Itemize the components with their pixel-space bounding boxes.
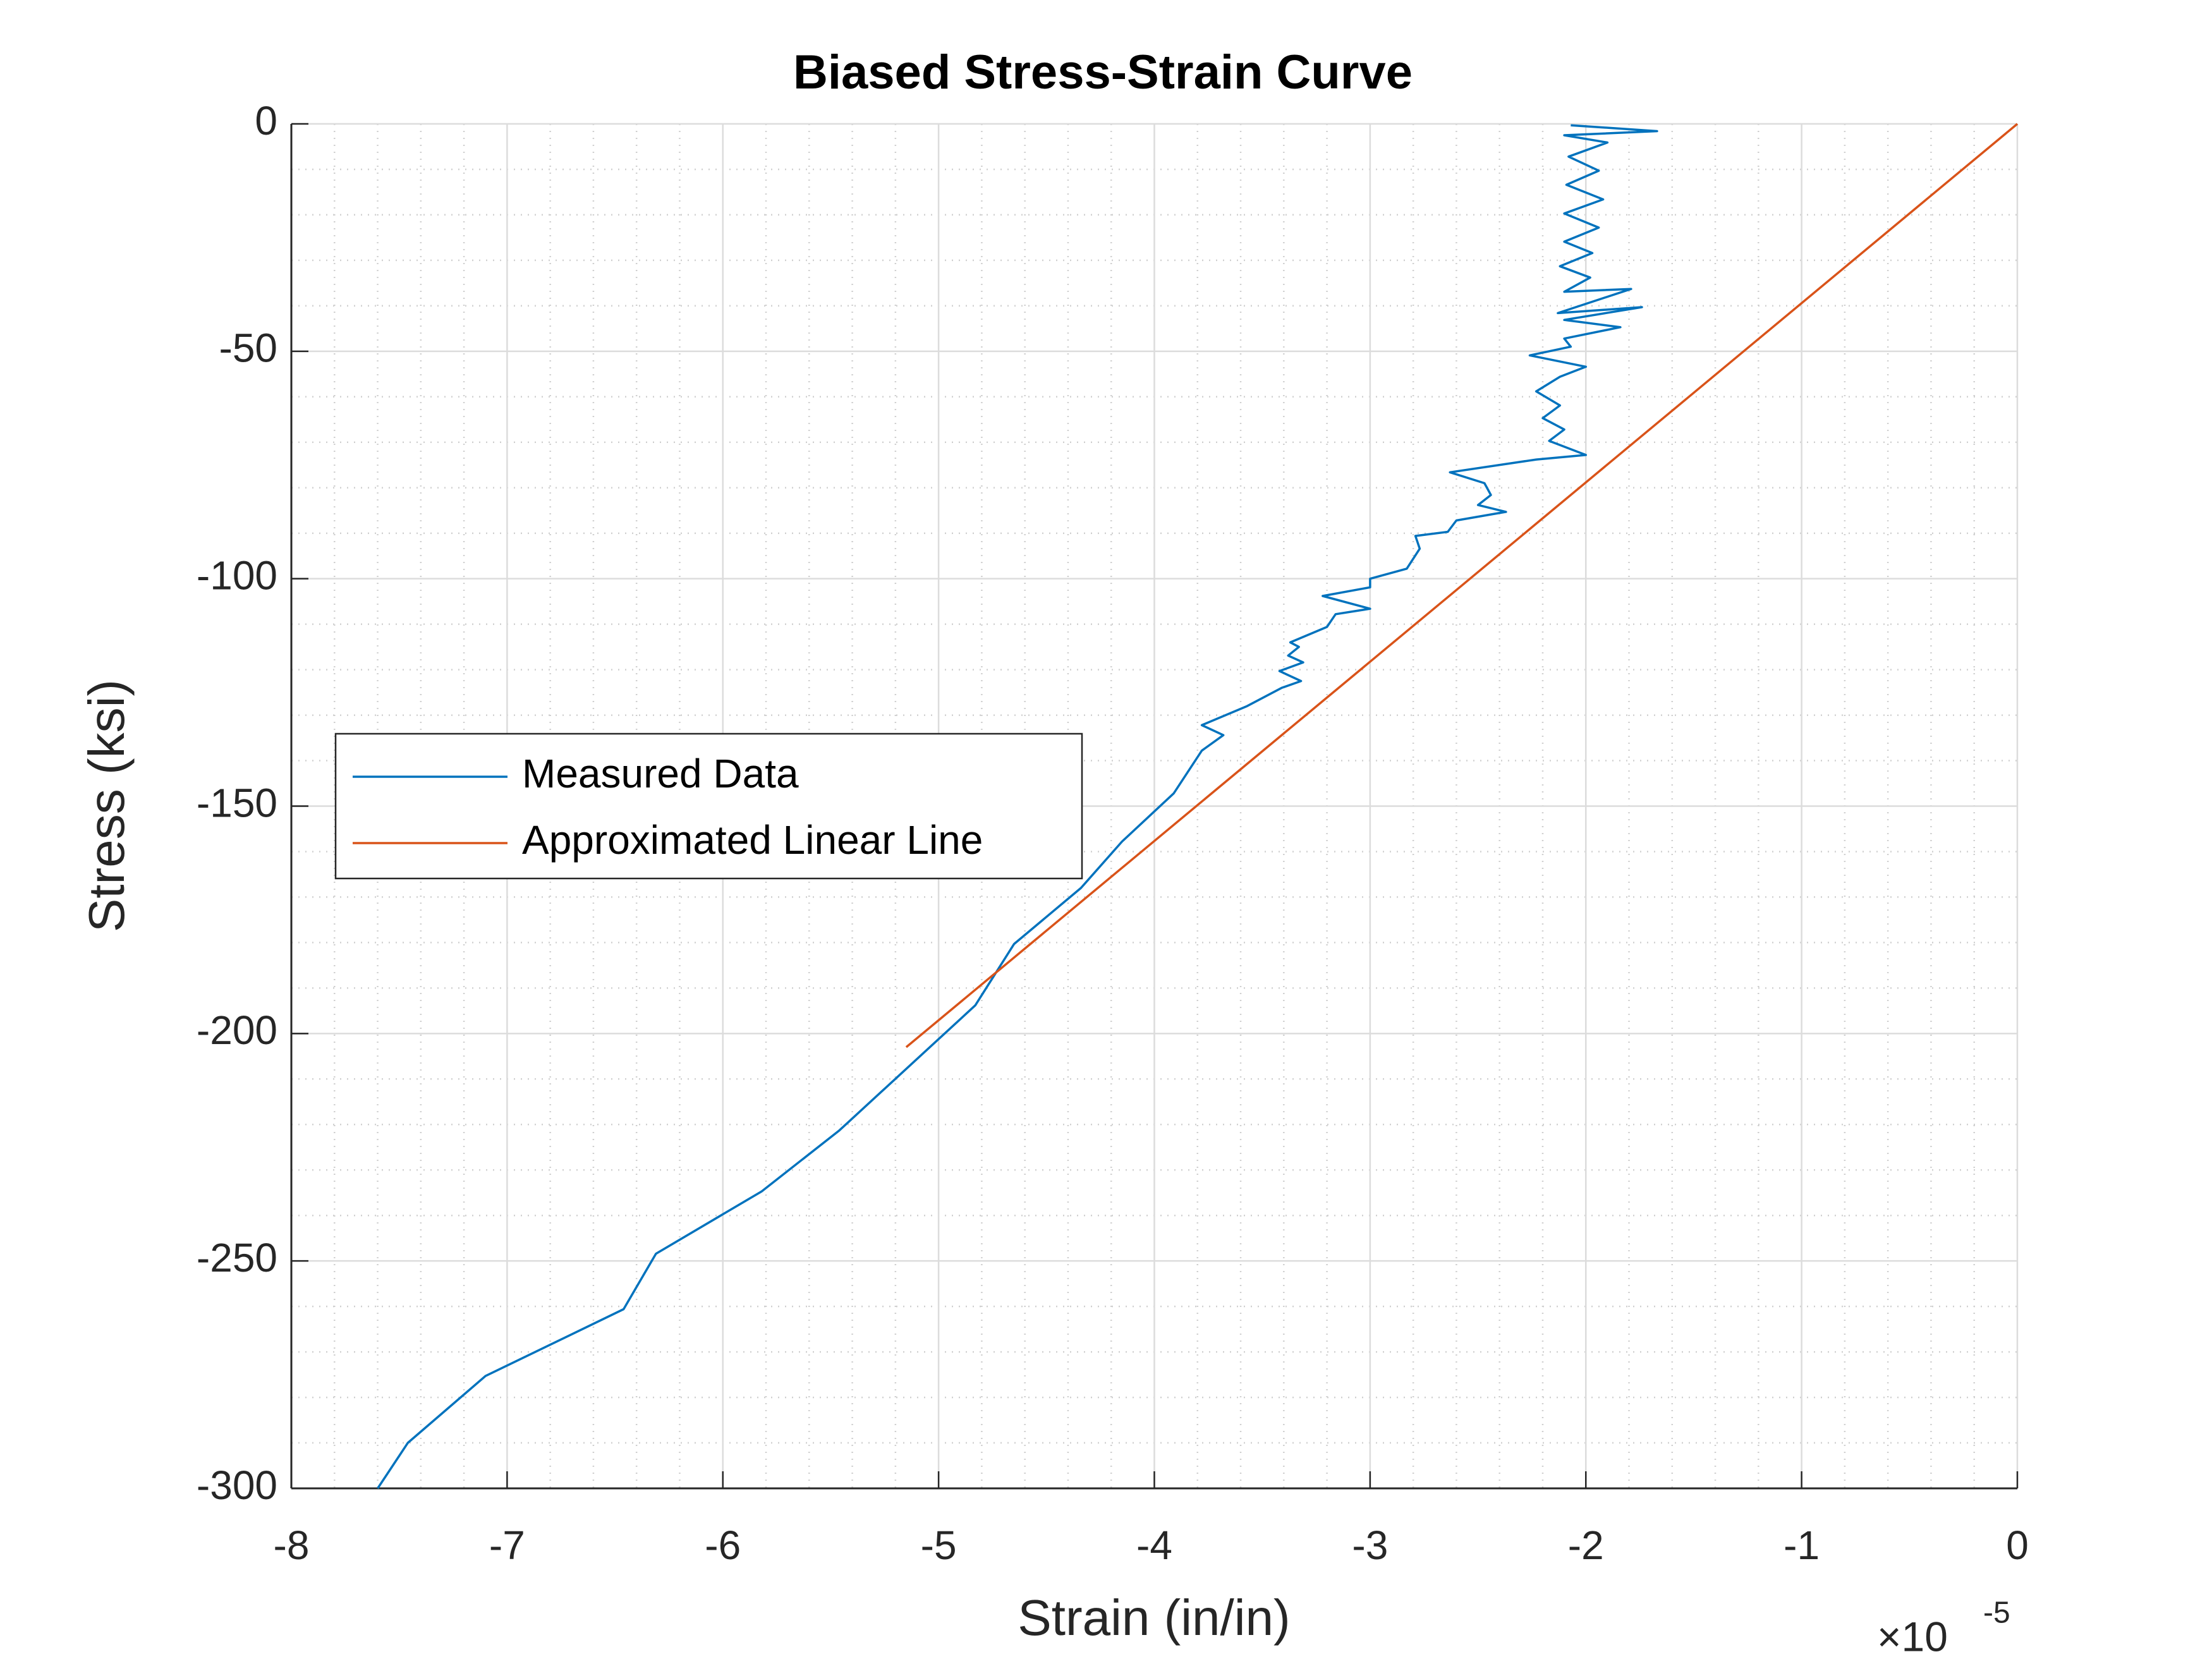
y-tick-label: -250 xyxy=(197,1235,277,1280)
x-tick-label: -8 xyxy=(274,1522,310,1568)
x-tick-label: -6 xyxy=(705,1522,741,1568)
legend-box xyxy=(334,732,1083,880)
y-tick-label: -50 xyxy=(219,325,278,371)
x-tick-label: -5 xyxy=(921,1522,957,1568)
data-line xyxy=(377,124,1658,1489)
y-tick-label: -200 xyxy=(197,1007,277,1053)
x-tick-label: -3 xyxy=(1352,1522,1388,1568)
y-tick-label: 0 xyxy=(255,98,277,143)
x-tick-label: 0 xyxy=(2006,1522,2029,1568)
x-axis-label: Strain (in/in) xyxy=(1018,1589,1290,1646)
chart-title: Biased Stress-Strain Curve xyxy=(793,46,1413,99)
legend-label: Measured Data xyxy=(522,751,799,796)
x-tick-label: -4 xyxy=(1136,1522,1172,1568)
y-tick-label: -100 xyxy=(197,553,277,599)
y-axis-label: Stress (ksi) xyxy=(78,679,135,932)
legend-label: Approximated Linear Line xyxy=(522,817,983,863)
x-multiplier-base: ×10 xyxy=(1877,1613,1948,1659)
data-line xyxy=(905,123,2019,1048)
x-tick-label: -7 xyxy=(489,1522,525,1568)
x-multiplier-exponent: -5 xyxy=(1983,1596,2010,1630)
y-tick-label: -150 xyxy=(197,780,277,825)
y-tick-label: -300 xyxy=(197,1462,277,1508)
x-tick-label: -2 xyxy=(1568,1522,1604,1568)
x-tick-label: -1 xyxy=(1784,1522,1820,1568)
